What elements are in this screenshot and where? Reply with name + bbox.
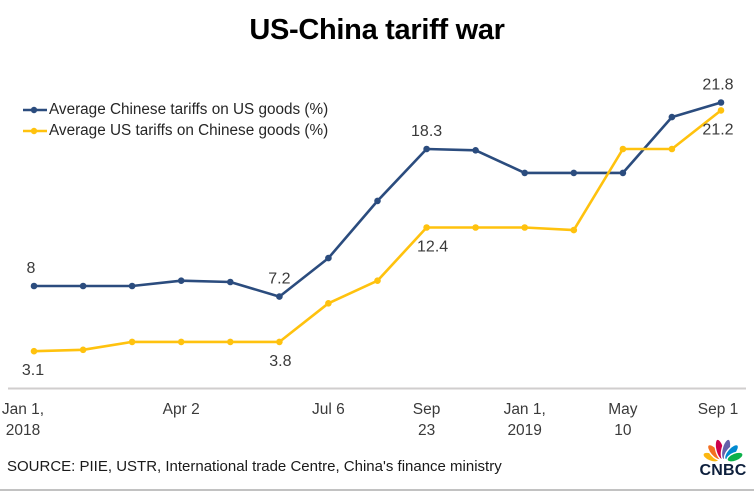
- data-point-marker: [374, 197, 381, 205]
- data-point-label: 3.8: [269, 353, 291, 370]
- legend-item-chinese-tariffs: Average Chinese tariffs on US goods (%): [23, 99, 328, 120]
- data-point-marker: [717, 99, 725, 106]
- data-point-marker: [128, 338, 136, 346]
- peacock-feather: [726, 451, 744, 463]
- cnbc-logo: CNBC: [697, 436, 749, 480]
- data-point-marker: [521, 224, 528, 231]
- x-axis-tick-label: Apr 2: [162, 401, 200, 418]
- data-point-label: 21.2: [702, 121, 733, 138]
- data-point-marker: [177, 338, 185, 346]
- x-axis-tick-label: Sep 23: [412, 401, 441, 439]
- data-point-label: 8: [27, 260, 36, 277]
- data-point-marker: [619, 145, 627, 153]
- data-point-label: 7.2: [268, 271, 290, 288]
- data-point-marker: [668, 113, 676, 121]
- data-point-label: 18.3: [411, 123, 442, 140]
- data-point-marker: [276, 293, 283, 300]
- x-axis-tick-label: Jul 6: [312, 401, 345, 418]
- legend-label-chinese-tariffs: Average Chinese tariffs on US goods (%): [49, 100, 329, 118]
- data-point-marker: [30, 282, 38, 290]
- data-point-marker: [423, 224, 430, 231]
- x-axis-tick-label: May 10: [608, 401, 638, 439]
- us-tariffs-line: [32, 109, 723, 353]
- data-point-marker: [79, 346, 87, 354]
- data-point-marker: [570, 226, 578, 234]
- data-point-marker: [472, 147, 479, 154]
- data-point-marker: [570, 169, 578, 177]
- source-text: SOURCE: PIIE, USTR, International trade …: [7, 458, 502, 475]
- data-point-marker: [177, 277, 185, 285]
- data-point-marker: [325, 254, 332, 262]
- data-point-label: 3.1: [22, 362, 44, 379]
- data-point-marker: [668, 145, 676, 153]
- cnbc-peacock-icon: [702, 438, 744, 463]
- cnbc-wordmark: CNBC: [699, 462, 747, 479]
- data-point-marker: [521, 169, 528, 177]
- bottom-divider: [0, 489, 754, 491]
- legend: Average Chinese tariffs on US goods (%) …: [23, 99, 328, 141]
- data-point-marker: [619, 169, 627, 177]
- data-point-marker: [423, 145, 430, 153]
- data-point-marker: [30, 347, 38, 355]
- data-point-marker: [325, 300, 332, 307]
- x-axis-tick-label: Sep 1: [697, 401, 739, 418]
- data-point-marker: [79, 282, 87, 290]
- data-point-marker: [717, 107, 725, 114]
- data-point-label: 12.4: [417, 239, 448, 256]
- data-point-marker: [374, 277, 381, 285]
- data-point-marker: [128, 282, 136, 290]
- x-axis-tick-label: Jan 1, 2018: [1, 401, 45, 439]
- data-point-marker: [276, 338, 283, 346]
- chart-title: US-China tariff war: [249, 14, 505, 46]
- legend-marker-us-tariffs-icon: [23, 127, 47, 134]
- data-point-label: 21.8: [702, 77, 733, 94]
- data-point-marker: [227, 338, 234, 346]
- data-point-marker: [227, 278, 234, 286]
- x-axis-tick-label: Jan 1, 2019: [503, 401, 546, 439]
- data-point-marker: [472, 224, 479, 231]
- legend-marker-chinese-tariffs-icon: [23, 106, 47, 113]
- legend-item-us-tariffs: Average US tariffs on Chinese goods (%): [23, 120, 328, 141]
- legend-label-us-tariffs: Average US tariffs on Chinese goods (%): [49, 121, 329, 139]
